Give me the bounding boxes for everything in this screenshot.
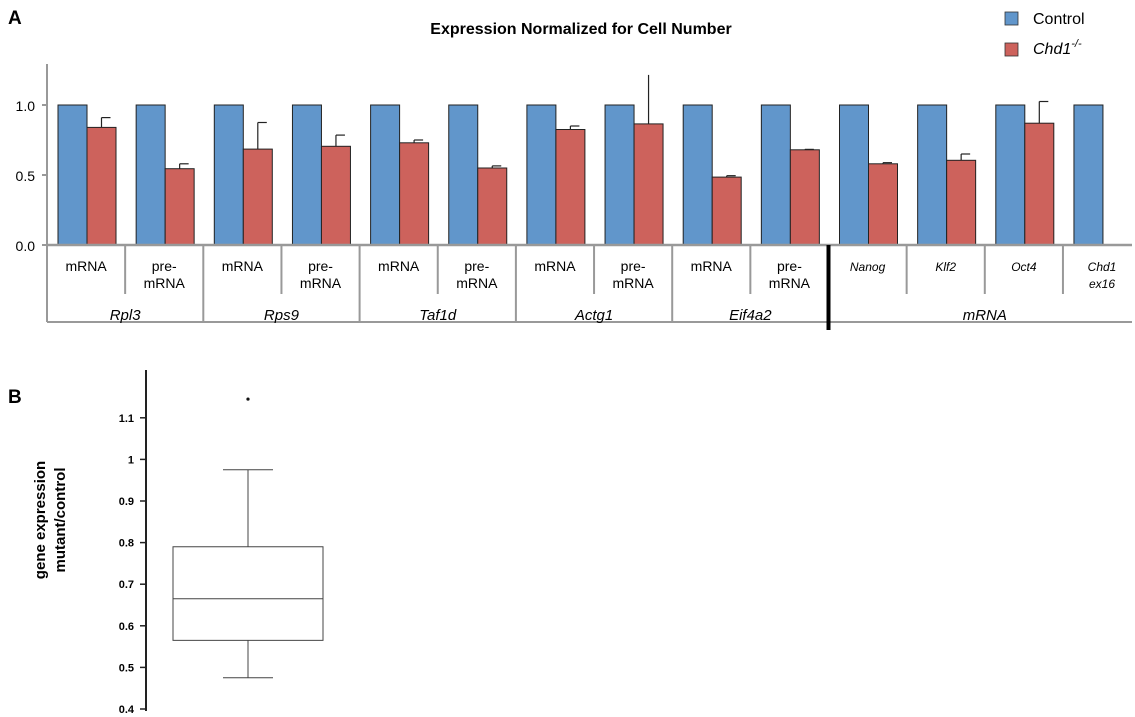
category-label-1: pre-: [152, 258, 177, 274]
bar-mutant-3: [320, 145, 351, 246]
legend-swatch-mutant: [1004, 42, 1019, 57]
bar-control-7: [604, 104, 635, 246]
category-label-7-line2: mRNA: [613, 275, 655, 291]
bar-mutant-9: [789, 149, 820, 246]
bar-mutant-8: [711, 176, 742, 246]
category-label-9-line2: mRNA: [769, 275, 811, 291]
bar-control-8: [682, 104, 713, 246]
chart-a-ytick-0: 0.0: [16, 238, 36, 254]
legend-label-mutant-sup: -/-: [1071, 38, 1082, 50]
chart-b-ytick-2: 0.6: [119, 621, 134, 633]
chart-a-title: Expression Normalized for Cell Number: [430, 21, 731, 38]
category-label-13: Chd1: [1088, 260, 1117, 274]
bar-mutant-4: [399, 142, 430, 246]
bar-control-2: [213, 104, 244, 246]
bar-mutant-12: [1024, 122, 1055, 246]
bar-control-9: [760, 104, 791, 246]
category-label-13-line2: ex16: [1089, 277, 1115, 291]
category-label-8: mRNA: [691, 258, 733, 274]
box-iqr: [172, 546, 324, 641]
chart-b-ytick-1: 0.5: [119, 662, 134, 674]
bar-mutant-7: [633, 123, 664, 246]
legend-label-control: Control: [1033, 11, 1085, 28]
bar-control-12: [995, 104, 1026, 246]
chart-a-group-labels: Rpl3 Rps9 Taf1d Actg1 Eif4a2 mRNA: [110, 307, 1007, 324]
category-label-4: mRNA: [378, 258, 420, 274]
bar-mutant-10: [868, 163, 898, 246]
bar-control-3: [291, 104, 322, 246]
legend-label-mutant-name: Chd1: [1033, 41, 1071, 58]
category-label-0: mRNA: [65, 258, 107, 274]
group-label-5: mRNA: [963, 307, 1007, 324]
category-label-3-line2: mRNA: [300, 275, 342, 291]
category-label-10: Nanog: [850, 260, 886, 274]
category-label-5-line2: mRNA: [456, 275, 498, 291]
bar-control-0: [57, 104, 88, 246]
bar-control-11: [917, 104, 948, 246]
bar-control-5: [448, 104, 479, 246]
legend-swatch-control: [1004, 11, 1019, 26]
category-label-9: pre-: [777, 258, 802, 274]
group-label-1: Rps9: [264, 307, 300, 324]
chart-a-ytick-1: 0.5: [16, 168, 36, 184]
bar-mutant-1: [164, 168, 195, 246]
chart-b-boxplot: 0.4 0.5 0.6 0.7 0.8 0.9 1 1.1: [119, 370, 324, 716]
panel-a-label: A: [8, 8, 22, 29]
legend: Control Chd1-/-: [1004, 11, 1085, 58]
category-label-7: pre-: [621, 258, 646, 274]
bar-mutant-5: [477, 167, 508, 246]
group-label-3: Actg1: [574, 307, 613, 324]
category-label-12: Oct4: [1011, 260, 1037, 274]
group-label-0: Rpl3: [110, 307, 142, 324]
bar-mutant-6: [555, 129, 586, 246]
group-label-2: Taf1d: [419, 307, 457, 324]
category-label-5: pre-: [464, 258, 489, 274]
category-label-1-line2: mRNA: [144, 275, 186, 291]
chart-b-ylabel-line2: mutant/control: [52, 468, 69, 573]
bar-mutant-2: [242, 148, 273, 246]
chart-b-ylabel-line1: gene expression: [32, 461, 49, 579]
chart-a-ytick-2: 1.0: [16, 98, 36, 114]
chart-b-ytick-5: 0.9: [119, 496, 134, 508]
bar-control-10: [839, 104, 869, 246]
legend-label-mutant: Chd1-/-: [1033, 38, 1082, 58]
group-label-4: Eif4a2: [729, 307, 772, 324]
bar-control-1: [135, 104, 166, 246]
chart-b-ytick-3: 0.7: [119, 579, 134, 591]
chart-a-y-axis: 0.0 0.5 1.0: [16, 98, 36, 254]
chart-b-ytick-6: 1: [128, 454, 134, 466]
bar-control-13: [1073, 104, 1104, 246]
category-label-6: mRNA: [534, 258, 576, 274]
bar-control-4: [370, 104, 401, 246]
chart-b-ytick-4: 0.8: [119, 538, 134, 550]
bar-mutant-0: [86, 126, 117, 246]
category-label-11: Klf2: [935, 260, 956, 274]
chart-b-ytick-7: 1.1: [119, 413, 134, 425]
bar-mutant-11: [946, 159, 977, 246]
panel-b-label: B: [8, 387, 22, 408]
category-label-3: pre-: [308, 258, 333, 274]
category-label-2: mRNA: [222, 258, 264, 274]
chart-a-bars: [42, 64, 1132, 247]
bar-control-6: [526, 104, 557, 246]
chart-b-ytick-0: 0.4: [119, 704, 135, 716]
box-outlier-0: [246, 397, 250, 401]
